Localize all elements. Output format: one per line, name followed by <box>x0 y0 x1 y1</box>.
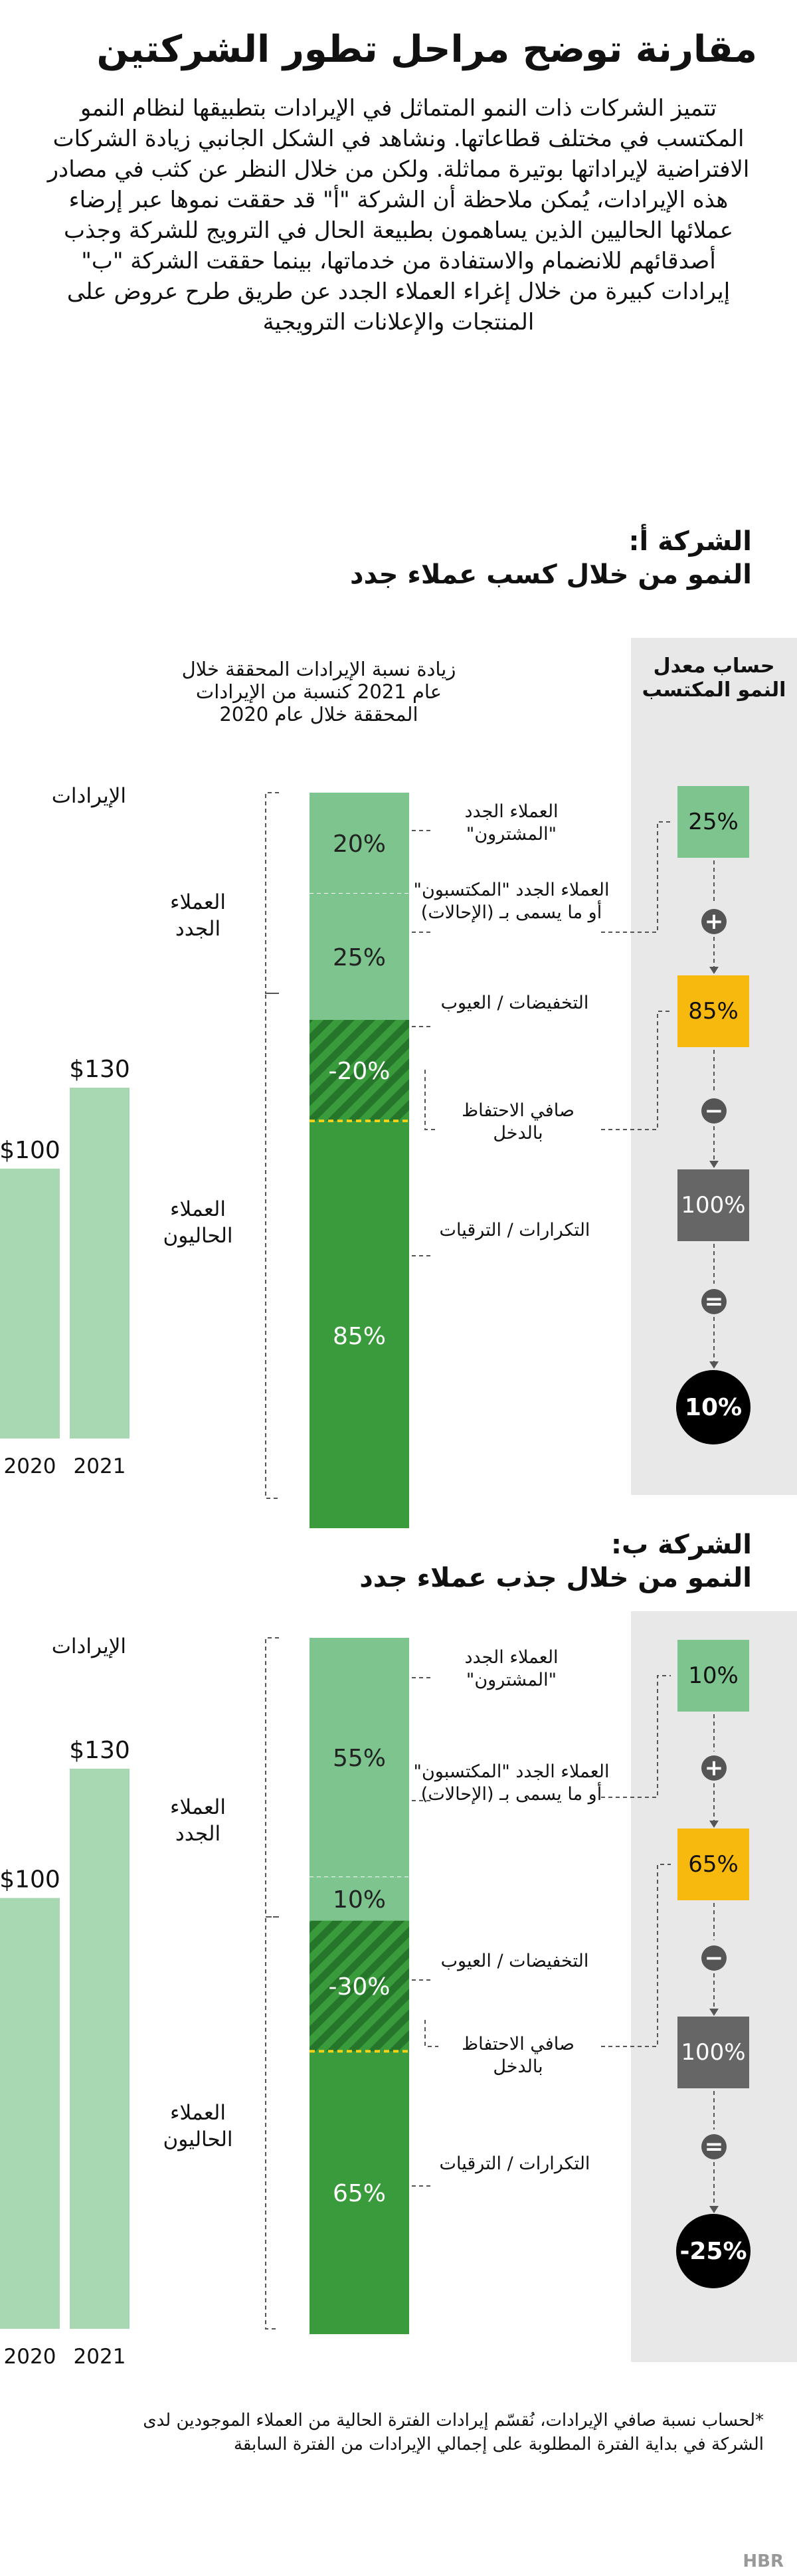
year-label-2020: 2020 <box>4 1454 56 1478</box>
label-discounts: التخفيضات / العيوب <box>440 1951 589 1971</box>
company-a-subtitle: النمو من خلال كسب عملاء جدد <box>350 559 752 590</box>
segment-referrals <box>310 894 409 1020</box>
calc-base-box: 100% <box>677 2017 749 2088</box>
calc-result: 10% <box>676 1370 751 1444</box>
label-net-retention: صافي الاحتفاظ بالدخل <box>462 1100 575 1143</box>
group-new-label: العملاء الجدد <box>169 1795 226 1846</box>
company-b-chart: $100 2020 $130 2021 55% 10% -30% 65% <box>0 1637 719 2369</box>
segment-discounts-value: -20% <box>328 1058 390 1085</box>
segment-discounts <box>310 1920 409 2052</box>
intro-paragraph: تتميز الشركات ذات النمو المتماثل في الإي… <box>47 95 750 336</box>
bracket-new <box>265 1637 279 1918</box>
segment-referrals-value: 25% <box>333 944 386 971</box>
company-b-subtitle: النمو من خلال جذب عملاء جدد <box>359 1563 752 1593</box>
year-label-2021: 2021 <box>74 1454 126 1478</box>
leader-net <box>424 2020 438 2047</box>
hbr-logo: HBR <box>743 2551 784 2571</box>
segment-buyers-value: 55% <box>333 1745 386 1772</box>
segment-discounts <box>310 1020 409 1121</box>
calc-base-box: 100% <box>677 1169 749 1241</box>
revenue-label: الإيرادات <box>51 1635 126 1658</box>
connector-lines <box>265 1637 715 2329</box>
column-header: زيادة نسبة الإيرادات المحققة خلال عام 20… <box>181 658 456 726</box>
equals-icon: = <box>701 2134 727 2159</box>
company-a-title: الشركة أ: <box>628 526 752 557</box>
calc-buyers-box: 25% <box>677 786 749 858</box>
segment-buyers <box>310 793 409 894</box>
segment-referrals <box>310 1877 409 1921</box>
label-referrals: العملاء الجدد "المكتسبون" أو ما يسمى بـ … <box>413 880 610 923</box>
connector-lines <box>265 792 715 1499</box>
revenue-bar-2021 <box>70 1769 130 2329</box>
group-existing-label: العملاء الحاليون <box>163 2101 233 2151</box>
segment-buyers <box>310 1638 409 1878</box>
segment-referrals-value: 10% <box>333 1886 386 1914</box>
revenue-bar-2020 <box>0 1898 60 2329</box>
group-existing-label: العملاء الحاليون <box>163 1197 233 1248</box>
calc-leader-buyers <box>601 821 671 933</box>
minus-icon: − <box>701 1945 727 1971</box>
year-label-2021: 2021 <box>74 2345 126 2369</box>
bracket-existing <box>265 1916 279 2329</box>
label-buyers: العملاء الجدد "المشترون" <box>464 801 559 844</box>
calc-leader-net <box>601 1864 671 2047</box>
label-referrals: العملاء الجدد "المكتسبون" أو ما يسمى بـ … <box>413 1761 610 1805</box>
label-repeats: التكرارات / الترقيات <box>439 2153 590 2174</box>
bracket-existing <box>265 993 279 1499</box>
page-title: مقارنة توضح مراحل تطور الشركتين <box>96 28 757 71</box>
minus-icon: − <box>701 1098 727 1124</box>
segment-discounts-value: -30% <box>328 1973 390 2001</box>
calc-arrowheads <box>709 1821 719 2213</box>
year-label-2020: 2020 <box>4 2345 56 2369</box>
segment-buyers-value: 20% <box>333 831 386 858</box>
calc-header: حساب معدل النمو المكتسب <box>642 654 786 702</box>
revenue-label: الإيرادات <box>51 784 126 808</box>
segment-repeats-value: 65% <box>333 2180 386 2207</box>
footnote: *لحساب نسبة صافي الإيرادات، نُقسّم إيراد… <box>143 2411 764 2454</box>
revenue-value-2021: $130 <box>69 1056 130 1083</box>
label-buyers: العملاء الجدد "المشترون" <box>464 1647 559 1690</box>
equals-icon: = <box>701 1289 727 1314</box>
calc-result: -25% <box>676 2214 751 2288</box>
segment-repeats-value: 85% <box>333 1323 386 1350</box>
company-b-title: الشركة ب: <box>611 1530 752 1560</box>
label-repeats: التكرارات / الترقيات <box>439 1220 590 1240</box>
leader-net <box>424 1070 438 1130</box>
group-new-label: العملاء الجدد <box>169 890 226 941</box>
revenue-bar-2020 <box>0 1168 60 1438</box>
calc-buyers-box: 10% <box>677 1640 749 1712</box>
bracket-new <box>265 792 279 994</box>
revenue-value-2021: $130 <box>69 1737 130 1764</box>
calc-net-box: 85% <box>677 975 749 1047</box>
label-discounts: التخفيضات / العيوب <box>440 993 589 1013</box>
calc-arrowheads <box>709 967 719 1369</box>
revenue-bar-2021 <box>70 1088 130 1438</box>
plus-icon: + <box>701 909 727 934</box>
label-net-retention: صافي الاحتفاظ بالدخل <box>462 2034 575 2077</box>
plus-icon: + <box>701 1755 727 1781</box>
company-a-chart: $100 2020 $130 2021 20% 25% -20% 85% <box>0 792 719 1528</box>
revenue-value-2020: $100 <box>0 1866 60 1894</box>
calc-net-box: 65% <box>677 1829 749 1900</box>
revenue-value-2020: $100 <box>0 1137 60 1164</box>
calc-leader-buyers <box>601 1675 671 1798</box>
